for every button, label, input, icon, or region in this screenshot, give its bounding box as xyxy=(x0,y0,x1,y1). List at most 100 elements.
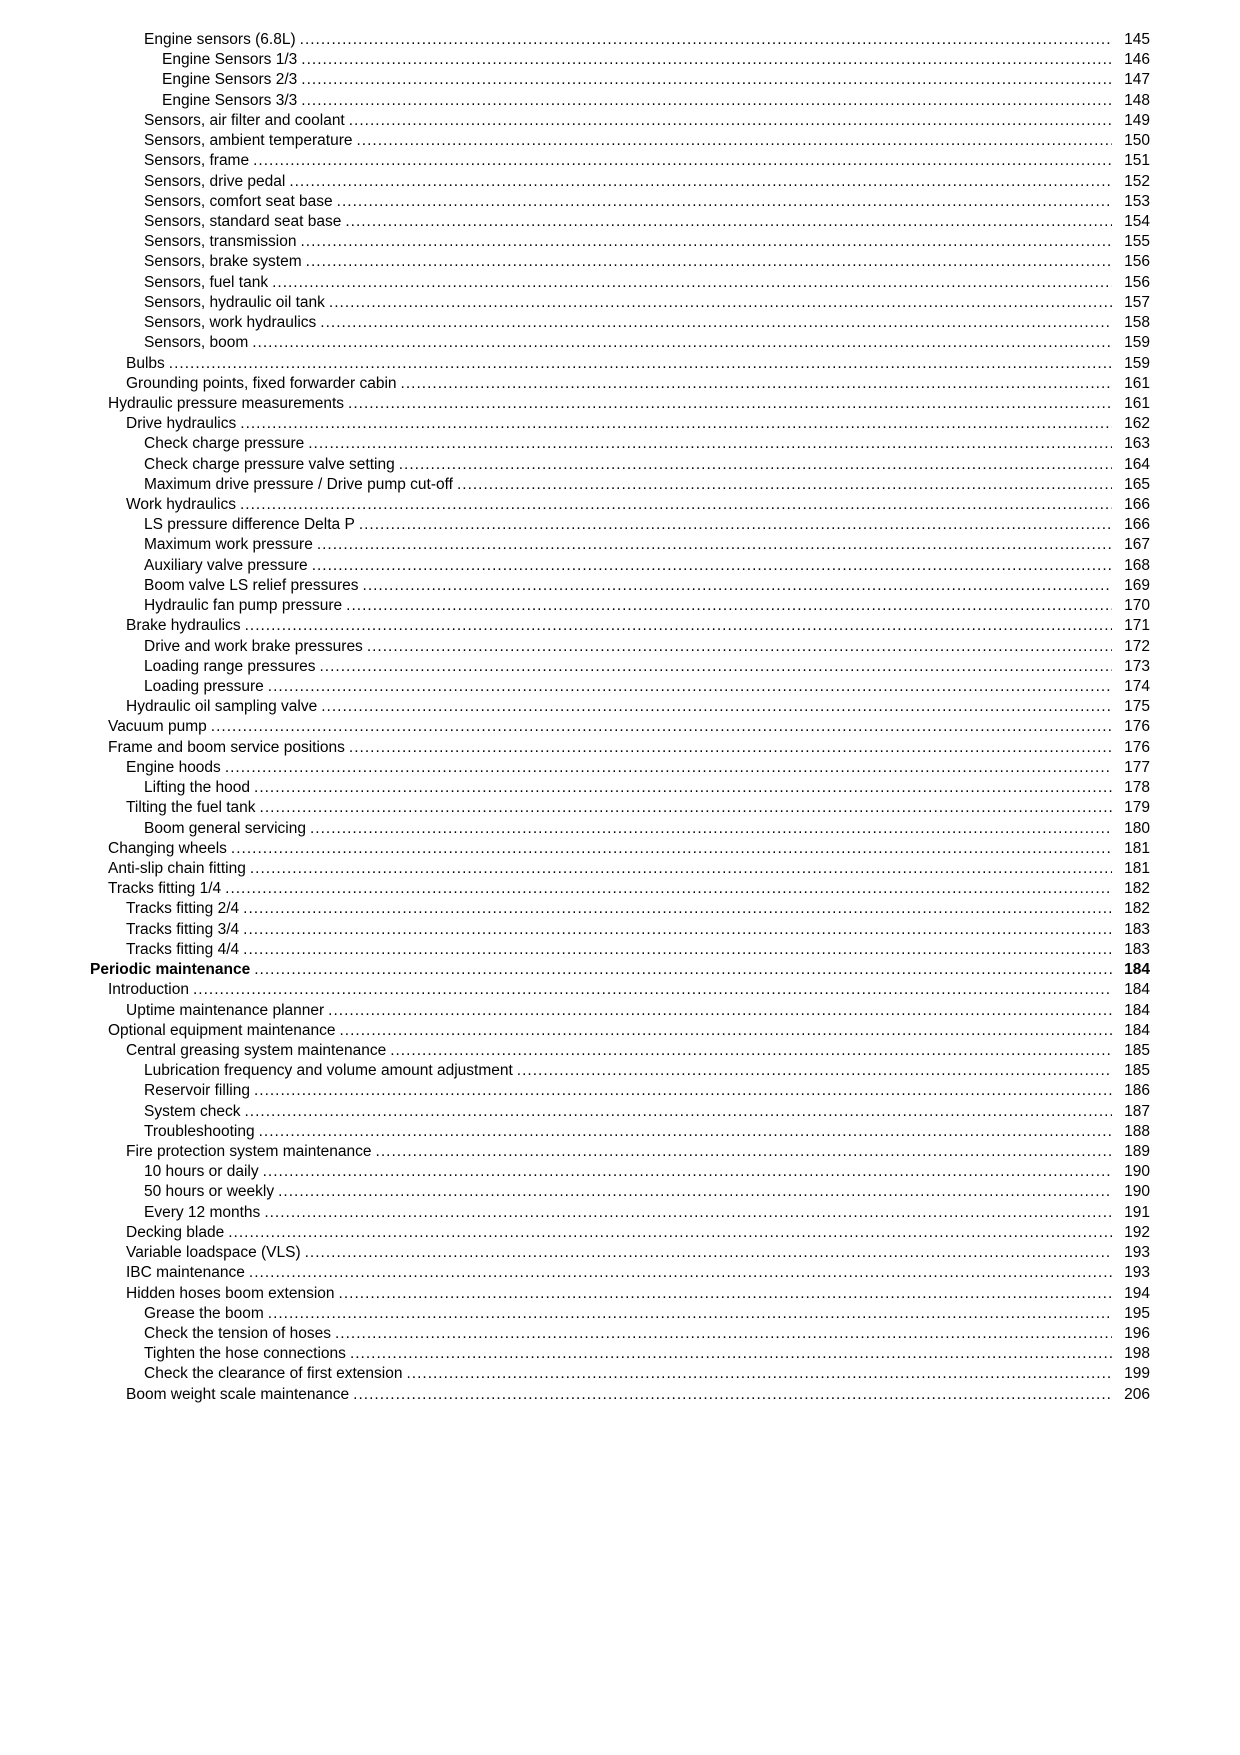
toc-title: Tracks fitting 2/4 xyxy=(126,899,239,919)
toc-title: 50 hours or weekly xyxy=(144,1182,274,1202)
toc-entry[interactable]: Variable loadspace (VLS)193 xyxy=(90,1243,1150,1263)
toc-entry[interactable]: Fire protection system maintenance189 xyxy=(90,1142,1150,1162)
toc-page-number: 185 xyxy=(1116,1041,1150,1061)
toc-entry[interactable]: Introduction184 xyxy=(90,980,1150,1000)
toc-entry[interactable]: Grounding points, fixed forwarder cabin1… xyxy=(90,374,1150,394)
toc-entry[interactable]: Tracks fitting 2/4182 xyxy=(90,899,1150,919)
toc-entry[interactable]: Boom general servicing180 xyxy=(90,819,1150,839)
toc-entry[interactable]: Bulbs159 xyxy=(90,354,1150,374)
toc-entry[interactable]: Every 12 months191 xyxy=(90,1203,1150,1223)
toc-entry[interactable]: Sensors, ambient temperature150 xyxy=(90,131,1150,151)
toc-entry[interactable]: IBC maintenance193 xyxy=(90,1263,1150,1283)
toc-entry[interactable]: Check charge pressure valve setting164 xyxy=(90,455,1150,475)
toc-entry[interactable]: Auxiliary valve pressure168 xyxy=(90,556,1150,576)
toc-page-number: 152 xyxy=(1116,172,1150,192)
toc-entry[interactable]: Sensors, boom159 xyxy=(90,333,1150,353)
toc-entry[interactable]: Engine sensors (6.8L)145 xyxy=(90,30,1150,50)
toc-title: Variable loadspace (VLS) xyxy=(126,1243,301,1263)
toc-leader-dots xyxy=(319,657,1112,677)
toc-entry[interactable]: Sensors, fuel tank156 xyxy=(90,273,1150,293)
toc-entry[interactable]: Hydraulic oil sampling valve175 xyxy=(90,697,1150,717)
toc-page-number: 150 xyxy=(1116,131,1150,151)
toc-page-number: 192 xyxy=(1116,1223,1150,1243)
toc-leader-dots xyxy=(335,1324,1112,1344)
toc-entry[interactable]: Work hydraulics166 xyxy=(90,495,1150,515)
toc-entry[interactable]: Decking blade192 xyxy=(90,1223,1150,1243)
toc-entry[interactable]: Maximum work pressure167 xyxy=(90,535,1150,555)
toc-entry[interactable]: Hydraulic pressure measurements161 xyxy=(90,394,1150,414)
toc-entry[interactable]: LS pressure difference Delta P166 xyxy=(90,515,1150,535)
toc-leader-dots xyxy=(367,637,1112,657)
toc-entry[interactable]: Engine hoods177 xyxy=(90,758,1150,778)
toc-entry[interactable]: Boom weight scale maintenance206 xyxy=(90,1385,1150,1405)
toc-entry[interactable]: Drive hydraulics162 xyxy=(90,414,1150,434)
toc-leader-dots xyxy=(263,1162,1113,1182)
toc-leader-dots xyxy=(320,313,1112,333)
toc-entry[interactable]: Engine Sensors 2/3147 xyxy=(90,70,1150,90)
toc-entry[interactable]: Sensors, air filter and coolant149 xyxy=(90,111,1150,131)
toc-entry[interactable]: Periodic maintenance184 xyxy=(90,960,1150,980)
toc-leader-dots xyxy=(243,920,1112,940)
toc-entry[interactable]: Check the clearance of first extension19… xyxy=(90,1364,1150,1384)
toc-entry[interactable]: Sensors, standard seat base154 xyxy=(90,212,1150,232)
toc-entry[interactable]: Sensors, comfort seat base153 xyxy=(90,192,1150,212)
toc-entry[interactable]: Vacuum pump176 xyxy=(90,717,1150,737)
toc-entry[interactable]: Changing wheels181 xyxy=(90,839,1150,859)
toc-entry[interactable]: 10 hours or daily190 xyxy=(90,1162,1150,1182)
toc-entry[interactable]: Tighten the hose connections198 xyxy=(90,1344,1150,1364)
toc-entry[interactable]: Uptime maintenance planner184 xyxy=(90,1001,1150,1021)
toc-entry[interactable]: Tracks fitting 1/4182 xyxy=(90,879,1150,899)
toc-entry[interactable]: Sensors, hydraulic oil tank157 xyxy=(90,293,1150,313)
toc-title: Boom general servicing xyxy=(144,819,306,839)
toc-entry[interactable]: Loading pressure174 xyxy=(90,677,1150,697)
toc-entry[interactable]: Check charge pressure163 xyxy=(90,434,1150,454)
toc-page-number: 178 xyxy=(1116,778,1150,798)
toc-page-number: 189 xyxy=(1116,1142,1150,1162)
toc-entry[interactable]: Anti-slip chain fitting181 xyxy=(90,859,1150,879)
toc-page-number: 156 xyxy=(1116,273,1150,293)
toc-entry[interactable]: Boom valve LS relief pressures169 xyxy=(90,576,1150,596)
toc-entry[interactable]: Check the tension of hoses196 xyxy=(90,1324,1150,1344)
toc-entry[interactable]: Hidden hoses boom extension194 xyxy=(90,1284,1150,1304)
toc-entry[interactable]: Central greasing system maintenance185 xyxy=(90,1041,1150,1061)
toc-entry[interactable]: Tracks fitting 4/4183 xyxy=(90,940,1150,960)
toc-entry[interactable]: Sensors, frame151 xyxy=(90,151,1150,171)
toc-title: Every 12 months xyxy=(144,1203,260,1223)
toc-leader-dots xyxy=(312,556,1112,576)
toc-page-number: 181 xyxy=(1116,859,1150,879)
toc-page-number: 161 xyxy=(1116,374,1150,394)
toc-page-number: 163 xyxy=(1116,434,1150,454)
toc-entry[interactable]: System check187 xyxy=(90,1102,1150,1122)
toc-title: Sensors, transmission xyxy=(144,232,296,252)
toc-entry[interactable]: Troubleshooting188 xyxy=(90,1122,1150,1142)
toc-entry[interactable]: Engine Sensors 1/3146 xyxy=(90,50,1150,70)
toc-entry[interactable]: Drive and work brake pressures172 xyxy=(90,637,1150,657)
toc-entry[interactable]: Maximum drive pressure / Drive pump cut-… xyxy=(90,475,1150,495)
toc-entry[interactable]: Loading range pressures173 xyxy=(90,657,1150,677)
toc-entry[interactable]: Lifting the hood178 xyxy=(90,778,1150,798)
toc-leader-dots xyxy=(301,70,1112,90)
toc-entry[interactable]: Hydraulic fan pump pressure170 xyxy=(90,596,1150,616)
toc-leader-dots xyxy=(225,758,1112,778)
toc-entry[interactable]: Optional equipment maintenance184 xyxy=(90,1021,1150,1041)
toc-entry[interactable]: Sensors, work hydraulics158 xyxy=(90,313,1150,333)
toc-entry[interactable]: Tracks fitting 3/4183 xyxy=(90,920,1150,940)
toc-entry[interactable]: Tilting the fuel tank179 xyxy=(90,798,1150,818)
toc-entry[interactable]: Lubrication frequency and volume amount … xyxy=(90,1061,1150,1081)
toc-entry[interactable]: 50 hours or weekly190 xyxy=(90,1182,1150,1202)
toc-page-number: 196 xyxy=(1116,1324,1150,1344)
toc-title: Auxiliary valve pressure xyxy=(144,556,308,576)
toc-title: Hydraulic oil sampling valve xyxy=(126,697,317,717)
toc-entry[interactable]: Sensors, drive pedal152 xyxy=(90,172,1150,192)
toc-entry[interactable]: Brake hydraulics171 xyxy=(90,616,1150,636)
toc-entry[interactable]: Engine Sensors 3/3148 xyxy=(90,91,1150,111)
toc-page-number: 179 xyxy=(1116,798,1150,818)
toc-page-number: 186 xyxy=(1116,1081,1150,1101)
toc-entry[interactable]: Reservoir filling186 xyxy=(90,1081,1150,1101)
toc-entry[interactable]: Frame and boom service positions176 xyxy=(90,738,1150,758)
toc-entry[interactable]: Grease the boom195 xyxy=(90,1304,1150,1324)
toc-entry[interactable]: Sensors, brake system156 xyxy=(90,252,1150,272)
toc-entry[interactable]: Sensors, transmission155 xyxy=(90,232,1150,252)
toc-title: Loading pressure xyxy=(144,677,264,697)
toc-title: Changing wheels xyxy=(108,839,227,859)
